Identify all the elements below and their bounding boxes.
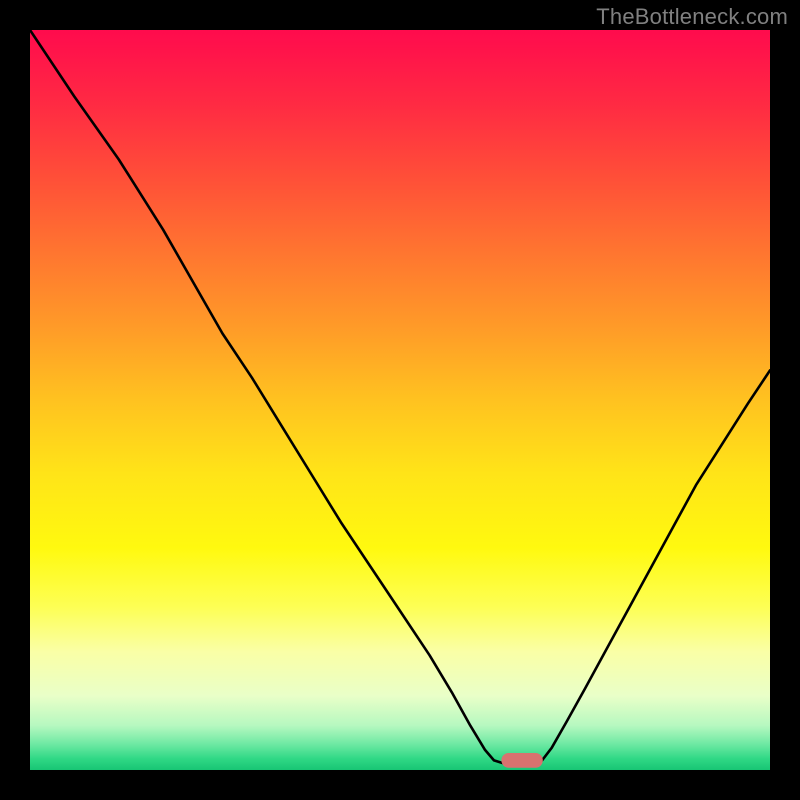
chart-frame: TheBottleneck.com (0, 0, 800, 800)
watermark-text: TheBottleneck.com (596, 4, 788, 30)
bottleneck-plot-svg (30, 30, 770, 770)
bottleneck-plot (30, 30, 770, 770)
plot-background (30, 30, 770, 770)
optimal-marker (501, 753, 542, 768)
